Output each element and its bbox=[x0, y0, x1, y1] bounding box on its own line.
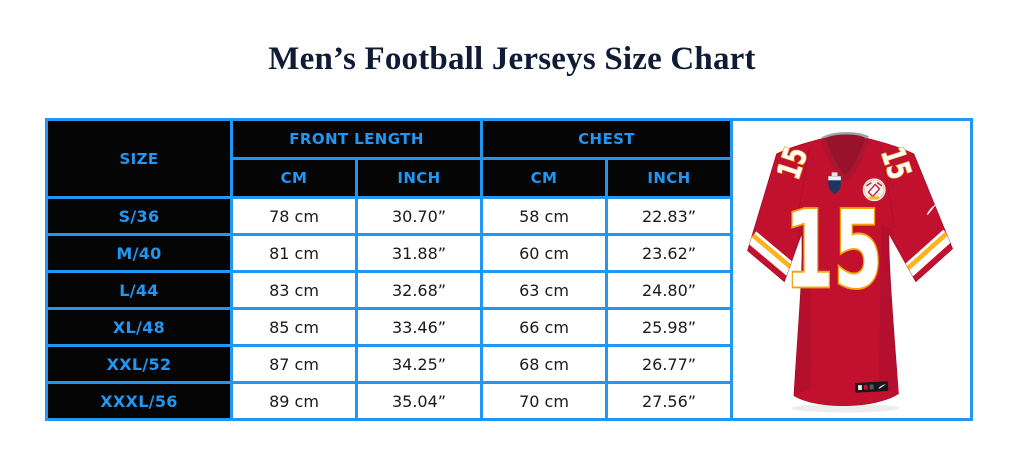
chest-inch-value: 26.77” bbox=[605, 344, 733, 384]
front-length-inch-value: 33.46” bbox=[355, 307, 483, 347]
chest-cm-value: 66 cm bbox=[480, 307, 608, 347]
header-front-cm: CM bbox=[230, 157, 358, 199]
hem-tag bbox=[854, 380, 888, 393]
table-row: XXXL/56 89 cm 35.04” 70 cm 27.56” bbox=[45, 381, 972, 421]
team-patch-icon bbox=[860, 175, 888, 203]
table-row: L/44 83 cm 32.68” 63 cm 24.80” bbox=[45, 270, 972, 310]
size-label: XXXL/56 bbox=[45, 381, 233, 421]
chest-cm-value: 63 cm bbox=[480, 270, 608, 310]
front-length-cm-value: 85 cm bbox=[230, 307, 358, 347]
chest-cm-value: 68 cm bbox=[480, 344, 608, 384]
front-length-cm-value: 87 cm bbox=[230, 344, 358, 384]
chest-inch-value: 23.62” bbox=[605, 233, 733, 273]
table-row: XXL/52 87 cm 34.25” 68 cm 26.77” bbox=[45, 344, 972, 384]
front-length-inch-value: 30.70” bbox=[355, 196, 483, 236]
left-sleeve-stripes bbox=[747, 230, 802, 281]
front-length-cm-value: 81 cm bbox=[230, 233, 358, 273]
front-length-cm-value: 78 cm bbox=[230, 196, 358, 236]
jersey-image-cell: 15 15 15 bbox=[730, 118, 973, 421]
table-row: XL/48 85 cm 33.46” 66 cm 25.98” bbox=[45, 307, 972, 347]
header-front-length: FRONT LENGTH bbox=[230, 118, 483, 160]
page-title: Men’s Football Jerseys Size Chart bbox=[268, 41, 756, 77]
size-chart-table: SIZE FRONT LENGTH CHEST bbox=[45, 118, 973, 421]
inner-collar bbox=[817, 131, 872, 183]
front-length-cm-value: 83 cm bbox=[230, 270, 358, 310]
jersey-product-image: 15 15 15 bbox=[733, 123, 970, 417]
chest-inch-value: 24.80” bbox=[605, 270, 733, 310]
swoosh-icon bbox=[926, 203, 937, 215]
header-front-inch: INCH bbox=[355, 157, 483, 199]
front-length-inch-value: 31.88” bbox=[355, 233, 483, 273]
size-label: XL/48 bbox=[45, 307, 233, 347]
table-row: M/40 81 cm 31.88” 60 cm 23.62” bbox=[45, 233, 972, 273]
chest-cm-value: 70 cm bbox=[480, 381, 608, 421]
chest-inch-value: 25.98” bbox=[605, 307, 733, 347]
front-length-inch-value: 35.04” bbox=[355, 381, 483, 421]
size-label: L/44 bbox=[45, 270, 233, 310]
header-size: SIZE bbox=[45, 118, 233, 199]
right-sleeve-stripes bbox=[898, 229, 953, 280]
header-chest: CHEST bbox=[480, 118, 733, 160]
front-length-inch-value: 32.68” bbox=[355, 270, 483, 310]
chest-inch-value: 22.83” bbox=[605, 196, 733, 236]
header-chest-cm: CM bbox=[480, 157, 608, 199]
collar-band bbox=[820, 137, 870, 181]
size-label: M/40 bbox=[45, 233, 233, 273]
front-length-inch-value: 34.25” bbox=[355, 344, 483, 384]
size-label: XXL/52 bbox=[45, 344, 233, 384]
football-jersey-illustration: 15 15 15 bbox=[746, 131, 953, 413]
chest-number: 15 bbox=[783, 186, 884, 313]
nfl-shield-icon bbox=[827, 171, 841, 194]
chest-cm-value: 58 cm bbox=[480, 196, 608, 236]
shoulder-seams bbox=[794, 145, 895, 228]
size-label: S/36 bbox=[45, 196, 233, 236]
front-length-cm-value: 89 cm bbox=[230, 381, 358, 421]
chest-inch-value: 27.56” bbox=[605, 381, 733, 421]
table-row: S/36 78 cm 30.70” 58 cm 22.83” bbox=[45, 196, 972, 236]
header-chest-inch: INCH bbox=[605, 157, 733, 199]
svg-text:15: 15 bbox=[784, 188, 882, 312]
chest-cm-value: 60 cm bbox=[480, 233, 608, 273]
jersey-shadow bbox=[790, 403, 899, 413]
